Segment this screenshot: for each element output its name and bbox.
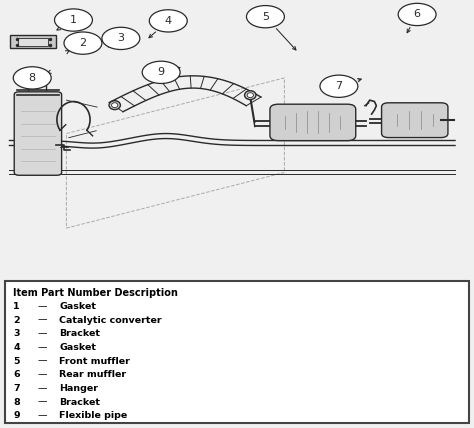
Text: Gasket: Gasket bbox=[59, 343, 96, 352]
FancyBboxPatch shape bbox=[382, 103, 448, 137]
Text: Item Part Number Description: Item Part Number Description bbox=[13, 288, 178, 298]
FancyBboxPatch shape bbox=[270, 104, 356, 141]
Text: 7: 7 bbox=[13, 384, 20, 393]
Text: Bracket: Bracket bbox=[59, 329, 100, 338]
Ellipse shape bbox=[247, 93, 254, 98]
Text: Front muffler: Front muffler bbox=[59, 357, 130, 366]
Ellipse shape bbox=[111, 103, 118, 107]
Text: 3: 3 bbox=[118, 33, 124, 43]
Text: 9: 9 bbox=[13, 411, 20, 420]
Circle shape bbox=[246, 6, 284, 28]
Circle shape bbox=[55, 9, 92, 31]
Text: 1: 1 bbox=[70, 15, 77, 25]
Text: 8: 8 bbox=[28, 73, 36, 83]
Ellipse shape bbox=[109, 101, 120, 110]
Text: Gasket: Gasket bbox=[59, 302, 96, 311]
Circle shape bbox=[398, 3, 436, 26]
Circle shape bbox=[149, 10, 187, 32]
Text: —: — bbox=[38, 302, 47, 311]
Circle shape bbox=[102, 27, 140, 50]
FancyBboxPatch shape bbox=[14, 92, 62, 175]
Text: Catalytic converter: Catalytic converter bbox=[59, 315, 162, 324]
Text: —: — bbox=[38, 370, 47, 379]
FancyBboxPatch shape bbox=[10, 36, 56, 48]
Text: 3: 3 bbox=[13, 329, 20, 338]
Text: 4: 4 bbox=[13, 343, 20, 352]
Text: 2: 2 bbox=[13, 315, 20, 324]
Circle shape bbox=[142, 61, 180, 83]
Ellipse shape bbox=[245, 91, 256, 100]
Text: —: — bbox=[38, 384, 47, 393]
Circle shape bbox=[320, 75, 358, 97]
Text: Flexible pipe: Flexible pipe bbox=[59, 411, 128, 420]
Text: 2: 2 bbox=[79, 38, 87, 48]
Text: 1: 1 bbox=[13, 302, 20, 311]
Text: Rear muffler: Rear muffler bbox=[59, 370, 127, 379]
Text: —: — bbox=[38, 329, 47, 338]
FancyBboxPatch shape bbox=[18, 38, 48, 46]
Text: —: — bbox=[38, 357, 47, 366]
Text: —: — bbox=[38, 411, 47, 420]
Text: 6: 6 bbox=[414, 9, 420, 19]
Text: —: — bbox=[38, 343, 47, 352]
FancyBboxPatch shape bbox=[5, 281, 469, 423]
Text: 5: 5 bbox=[13, 357, 20, 366]
Text: 4: 4 bbox=[164, 16, 172, 26]
Circle shape bbox=[64, 32, 102, 54]
Text: 8: 8 bbox=[13, 398, 20, 407]
Text: 6: 6 bbox=[13, 370, 20, 379]
Text: Hanger: Hanger bbox=[59, 384, 98, 393]
Text: 7: 7 bbox=[335, 81, 343, 91]
Text: Bracket: Bracket bbox=[59, 398, 100, 407]
Circle shape bbox=[13, 67, 51, 89]
Text: —: — bbox=[38, 315, 47, 324]
Text: 5: 5 bbox=[262, 12, 269, 22]
Text: 9: 9 bbox=[157, 67, 165, 77]
Text: —: — bbox=[38, 398, 47, 407]
